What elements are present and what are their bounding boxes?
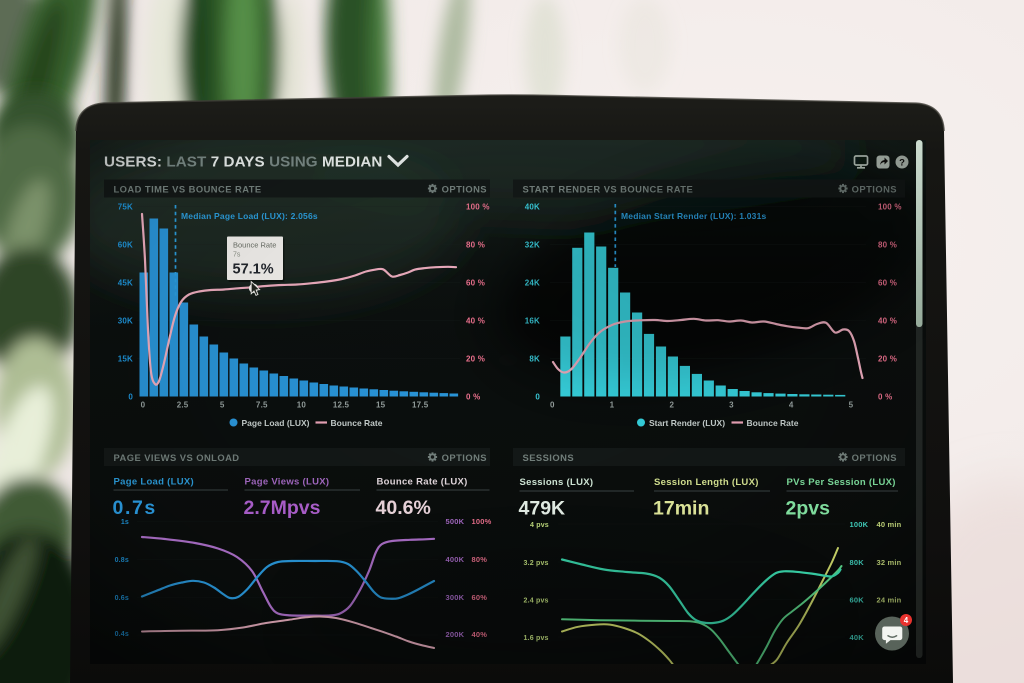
svg-text:4: 4 — [904, 616, 909, 625]
